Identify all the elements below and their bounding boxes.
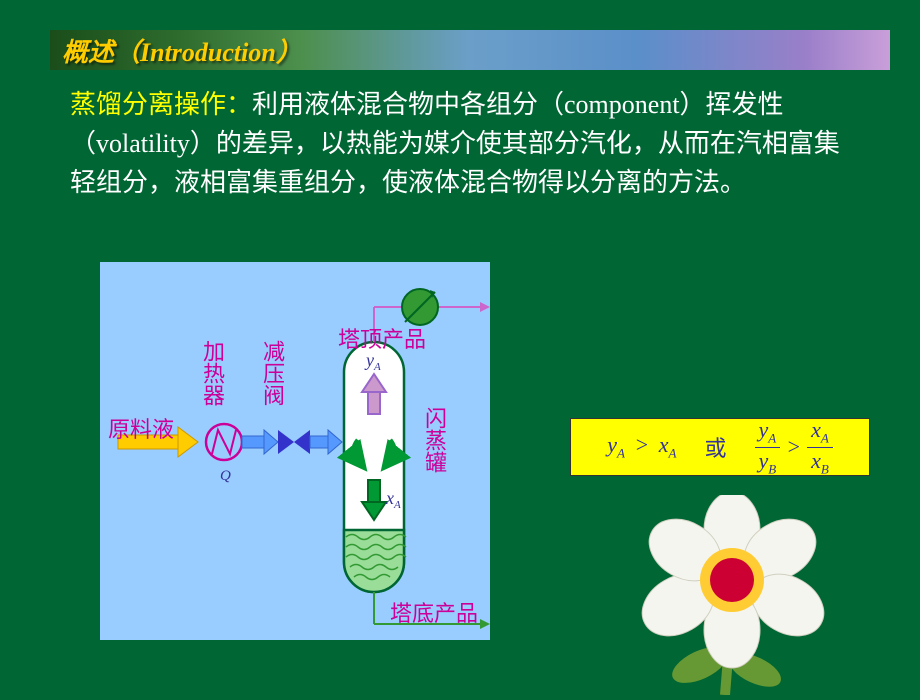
label-bottom-product: 塔底产品 [390, 596, 478, 628]
label-feed: 原料液 [108, 412, 174, 444]
formula-left: yA > xA [607, 432, 676, 461]
title-bar: 概述（Introduction） [50, 30, 890, 70]
label-tank: 闪蒸罐 [418, 407, 450, 473]
svg-text:Q: Q [220, 468, 231, 484]
flower-decoration [640, 495, 840, 695]
label-valve: 减压阀 [256, 340, 288, 406]
formula-box: yA > xA 或 yA yB > xA xB [570, 418, 870, 476]
process-diagram: yA xA Q 原料液 加热器 减压阀 闪蒸罐 塔顶产品 塔底产品 [100, 262, 490, 640]
body-highlight: 蒸馏分离操作： [70, 90, 252, 119]
slide-title: 概述（Introduction） [62, 32, 302, 69]
formula-right: yA yB > xA xB [755, 419, 833, 475]
formula-or: 或 [704, 431, 726, 463]
label-heater: 加热器 [196, 340, 228, 406]
body-paragraph: 蒸馏分离操作：利用液体混合物中各组分（component）挥发性（volatil… [70, 85, 860, 202]
label-top-product: 塔顶产品 [338, 322, 426, 354]
